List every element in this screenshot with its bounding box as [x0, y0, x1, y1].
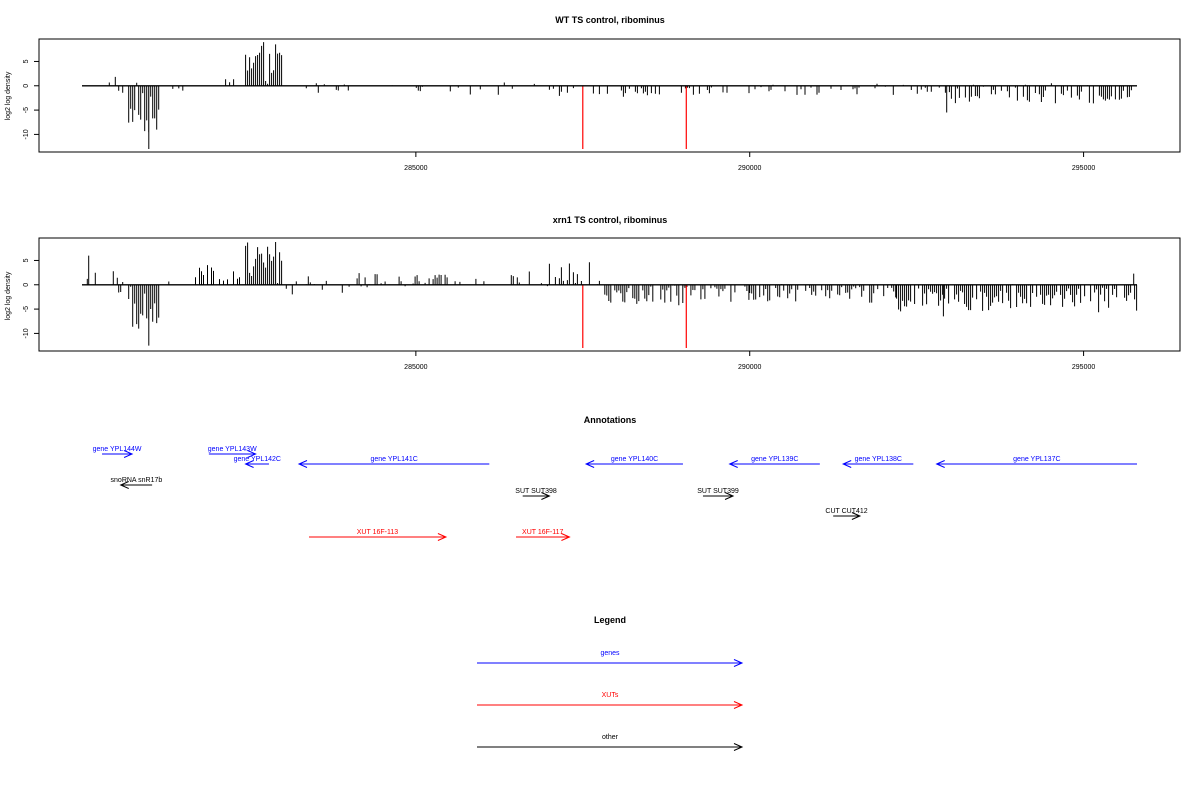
annotation-arrowhead	[935, 460, 945, 468]
plot-frame	[38, 237, 1181, 352]
annotation-arrowhead	[561, 533, 571, 541]
panel-wt-ts-control: WT TS control, ribominus log2 log densit…	[5, 15, 1181, 172]
legend-label: XUTs	[602, 692, 619, 699]
annotation-label: gene YPL141C	[370, 456, 417, 463]
annotations-title: Annotations	[584, 415, 637, 425]
annotation-arrowhead	[851, 512, 862, 520]
annotation-arrowhead	[437, 533, 448, 541]
annotation-arrowhead	[584, 460, 595, 468]
x-tick-label: 285000	[404, 165, 427, 172]
annotation-item: SUT SUT399	[697, 488, 739, 500]
annotation-label: gene YPL142C	[234, 456, 281, 463]
y-axis-label: log2 log density	[5, 271, 12, 320]
legend-title: Legend	[594, 615, 626, 625]
annotation-arrowhead	[247, 450, 257, 458]
x-tick-label: 285000	[404, 364, 427, 371]
density-bars	[86, 242, 1138, 346]
annotation-arrowhead	[724, 492, 735, 500]
y-tick-label: -10	[23, 328, 30, 338]
annotation-item: CUT CUT412	[825, 508, 868, 520]
data-marks	[108, 42, 1132, 149]
legend-item: other	[477, 734, 744, 751]
legend-arrowhead	[733, 659, 744, 667]
legend-label: genes	[600, 650, 620, 657]
annotation-item: gene YPL144W	[93, 446, 142, 458]
annotation-arrowhead	[297, 460, 308, 468]
annotation-item: gene YPL143W	[208, 446, 257, 458]
annotation-item: gene YPL137C	[935, 456, 1137, 468]
annotation-arrowhead	[541, 492, 551, 500]
highlight-marks	[582, 85, 687, 149]
data-marks	[86, 242, 1138, 346]
panel-title: xrn1 TS control, ribominus	[553, 215, 668, 225]
annotation-arrowhead	[841, 460, 852, 468]
annotation-item: gene YPL139C	[728, 456, 820, 468]
annotation-item: gene YPL142C	[234, 456, 281, 468]
tick-group: 285000 290000 295000 5 0 -5 -10	[23, 258, 1095, 371]
plot-frame	[38, 38, 1181, 153]
tick-group: 285000 290000 295000 5 0 -5 -10	[23, 59, 1095, 172]
x-tick-label: 290000	[738, 165, 761, 172]
x-tick-label: 295000	[1072, 165, 1095, 172]
annotation-label: gene YPL140C	[611, 456, 658, 463]
annotation-item: snoRNA snR17b	[111, 477, 163, 489]
annotation-arrowhead	[119, 481, 129, 489]
annotation-label: XUT 16F-117	[522, 529, 563, 536]
annotation-item: gene YPL138C	[841, 456, 914, 468]
y-axis-label: log2 log density	[5, 71, 12, 120]
annotation-item: gene YPL141C	[297, 456, 490, 468]
annotation-label: CUT CUT412	[825, 508, 867, 515]
annotations-panel: Annotations gene YPL144W gene YPL143Wgene…	[93, 415, 1137, 541]
x-tick-label: 295000	[1072, 364, 1095, 371]
annotation-label: gene YPL144W	[93, 446, 142, 453]
panel-xrn1-ts-control: xrn1 TS control, ribominus log2 log dens…	[5, 215, 1181, 371]
legend-item: XUTs	[477, 692, 744, 709]
y-tick-label: 0	[23, 84, 30, 88]
legend-arrowhead	[733, 743, 744, 751]
annotation-label: snoRNA snR17b	[111, 477, 163, 484]
panel-title: WT TS control, ribominus	[555, 15, 665, 25]
y-tick-label: 5	[23, 258, 30, 262]
y-tick-label: -5	[23, 107, 30, 113]
annotation-label: XUT 16F-113	[357, 529, 398, 536]
y-tick-label: -5	[23, 306, 30, 312]
annotation-item: XUT 16F-113	[309, 529, 448, 541]
annotation-label: gene YPL137C	[1013, 456, 1060, 463]
annotation-arrowhead	[244, 460, 254, 468]
y-tick-label: 0	[23, 283, 30, 287]
x-tick-label: 290000	[738, 364, 761, 371]
annotation-item: SUT SUT398	[515, 488, 557, 500]
annotation-label: gene YPL138C	[855, 456, 902, 463]
annotation-label: gene YPL143W	[208, 446, 257, 453]
legend-items: genes XUTs other	[477, 650, 744, 751]
legend-panel: Legend genes XUTs other	[477, 615, 744, 751]
y-tick-label: 5	[23, 59, 30, 63]
annotation-label: SUT SUT398	[515, 488, 557, 495]
annotation-arrowhead	[123, 450, 134, 458]
annotation-item: XUT 16F-117	[516, 529, 571, 541]
legend-arrowhead	[733, 701, 744, 709]
legend-item: genes	[477, 650, 744, 667]
annotation-label: gene YPL139C	[751, 456, 798, 463]
annotation-label: SUT SUT399	[697, 488, 739, 495]
y-tick-label: -10	[23, 129, 30, 139]
annotation-item: gene YPL140C	[584, 456, 683, 468]
density-bars	[108, 42, 1132, 149]
annotation-arrowhead	[728, 460, 738, 468]
legend-label: other	[602, 734, 619, 741]
highlight-marks	[582, 284, 687, 348]
annotation-items: gene YPL144W gene YPL143W gene YPL142C gene…	[93, 446, 1137, 541]
